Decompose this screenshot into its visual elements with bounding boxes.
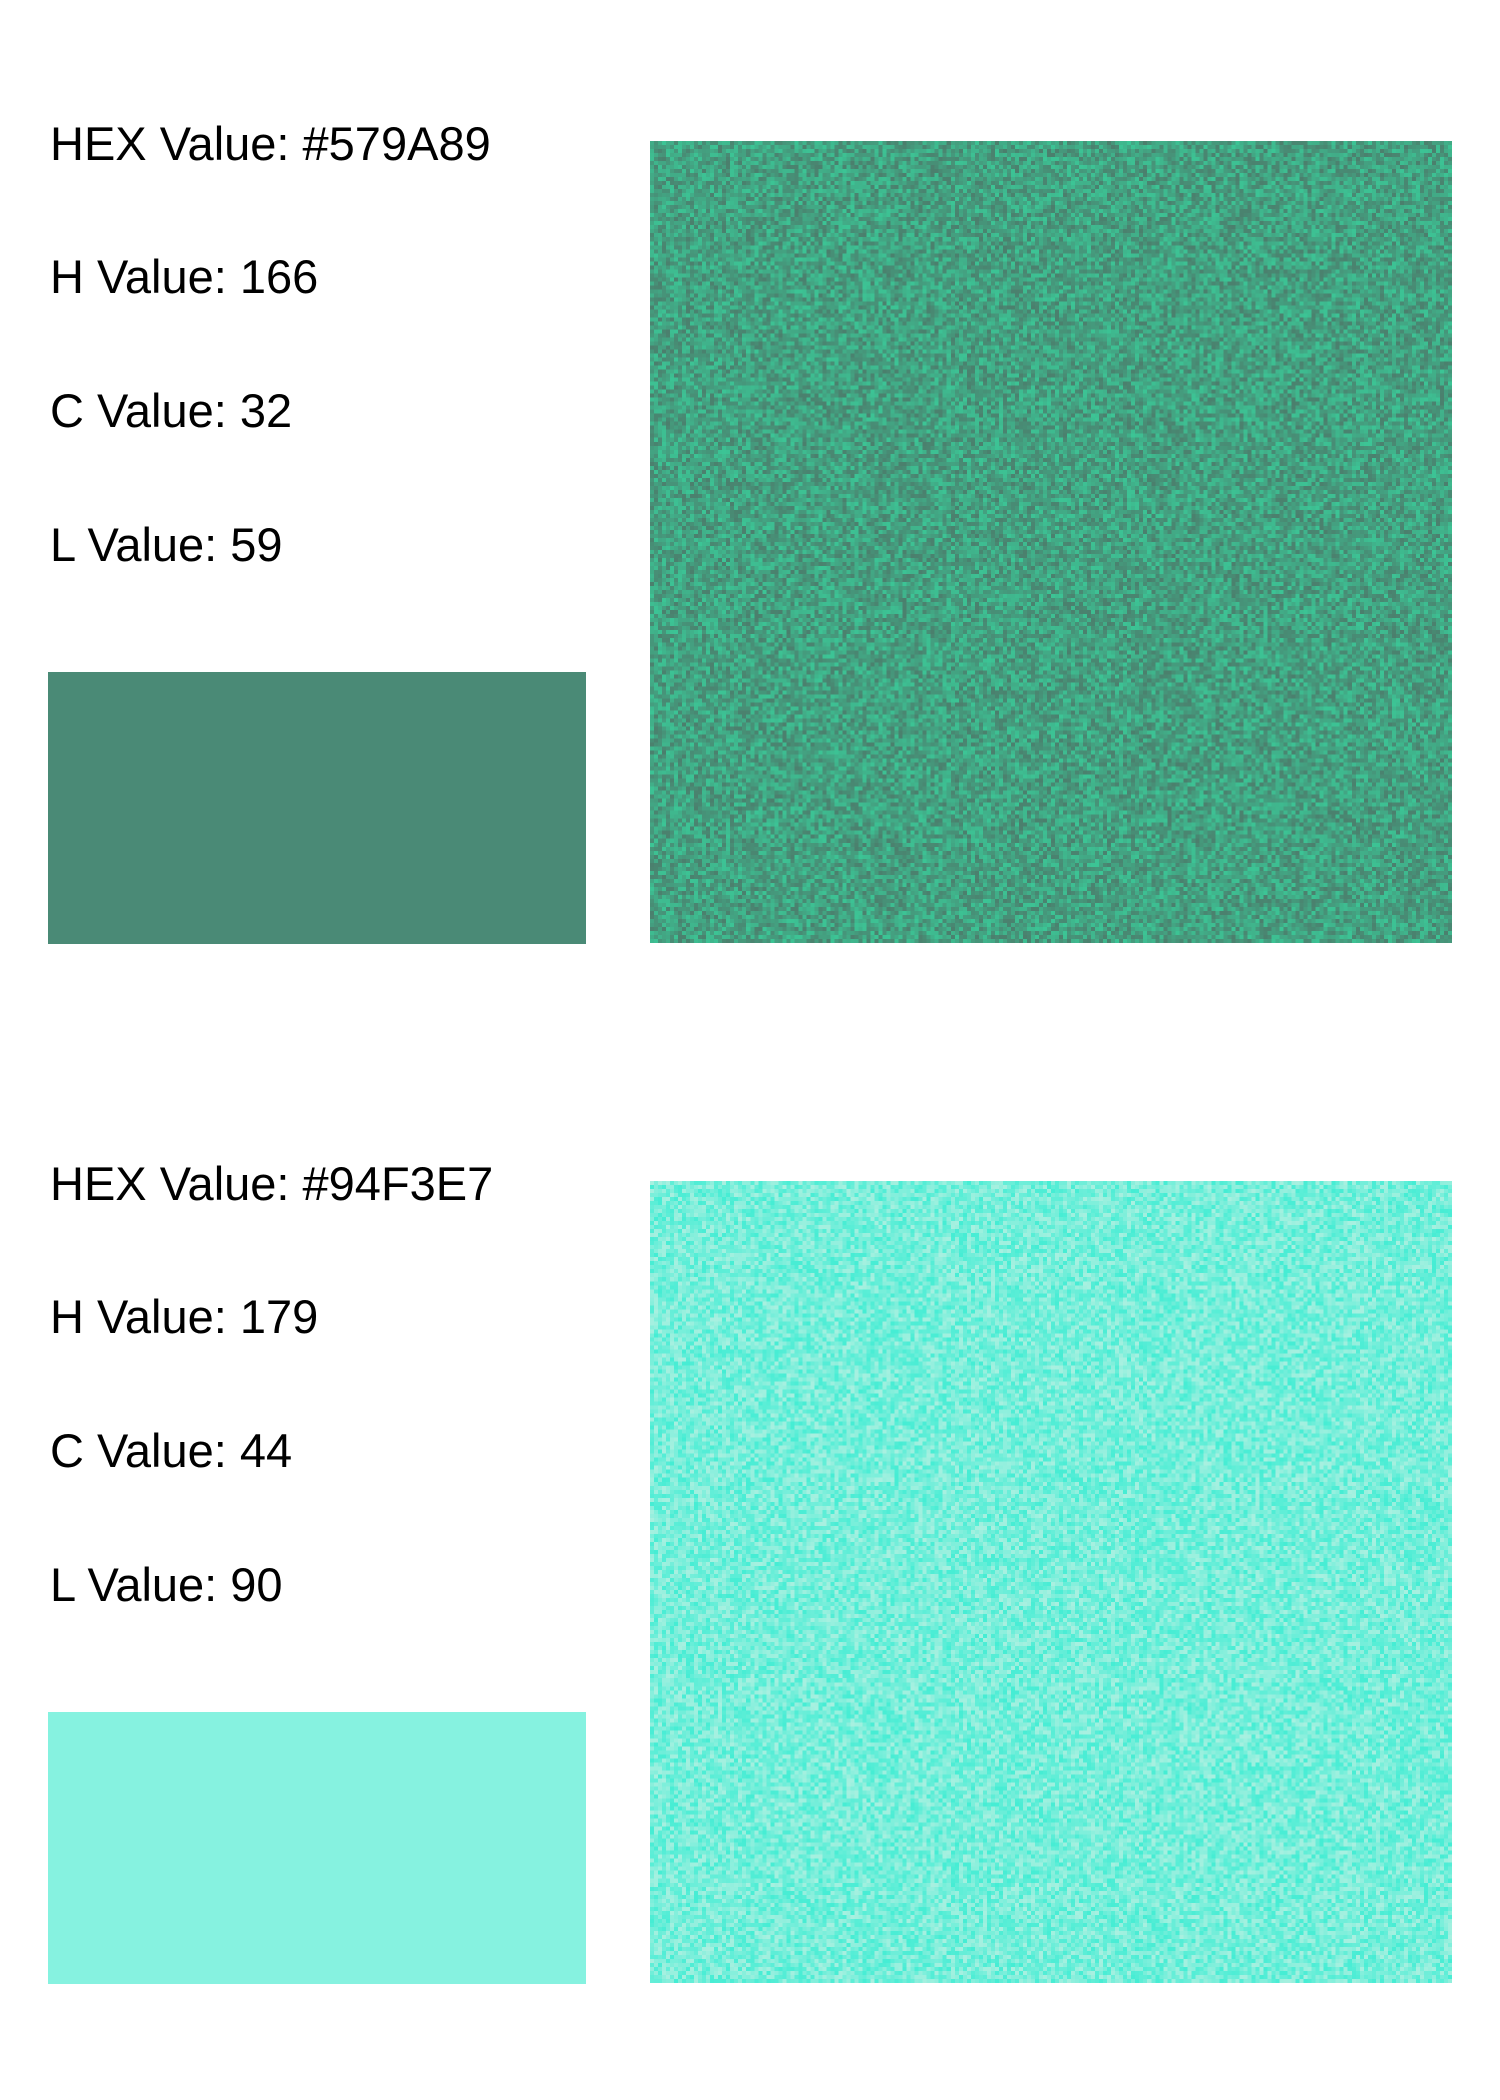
h-value-label: H Value: 166 [50, 250, 319, 303]
noise-texture-swatch [650, 1181, 1452, 1983]
c-value-label: C Value: 44 [50, 1424, 293, 1477]
solid-color-swatch [48, 1712, 586, 1984]
color-sample-1: HEX Value: #579A89 H Value: 166 C Value:… [0, 0, 1500, 1000]
color-sample-2: HEX Value: #94F3E7 H Value: 179 C Value:… [0, 1040, 1500, 2040]
h-value-label: H Value: 179 [50, 1290, 319, 1343]
l-value-label: L Value: 59 [50, 518, 283, 571]
hex-value-label: HEX Value: #579A89 [50, 117, 491, 170]
l-value-label: L Value: 90 [50, 1558, 283, 1611]
solid-color-swatch [48, 672, 586, 944]
hex-value-label: HEX Value: #94F3E7 [50, 1157, 494, 1210]
noise-texture-swatch [650, 141, 1452, 943]
c-value-label: C Value: 32 [50, 384, 293, 437]
